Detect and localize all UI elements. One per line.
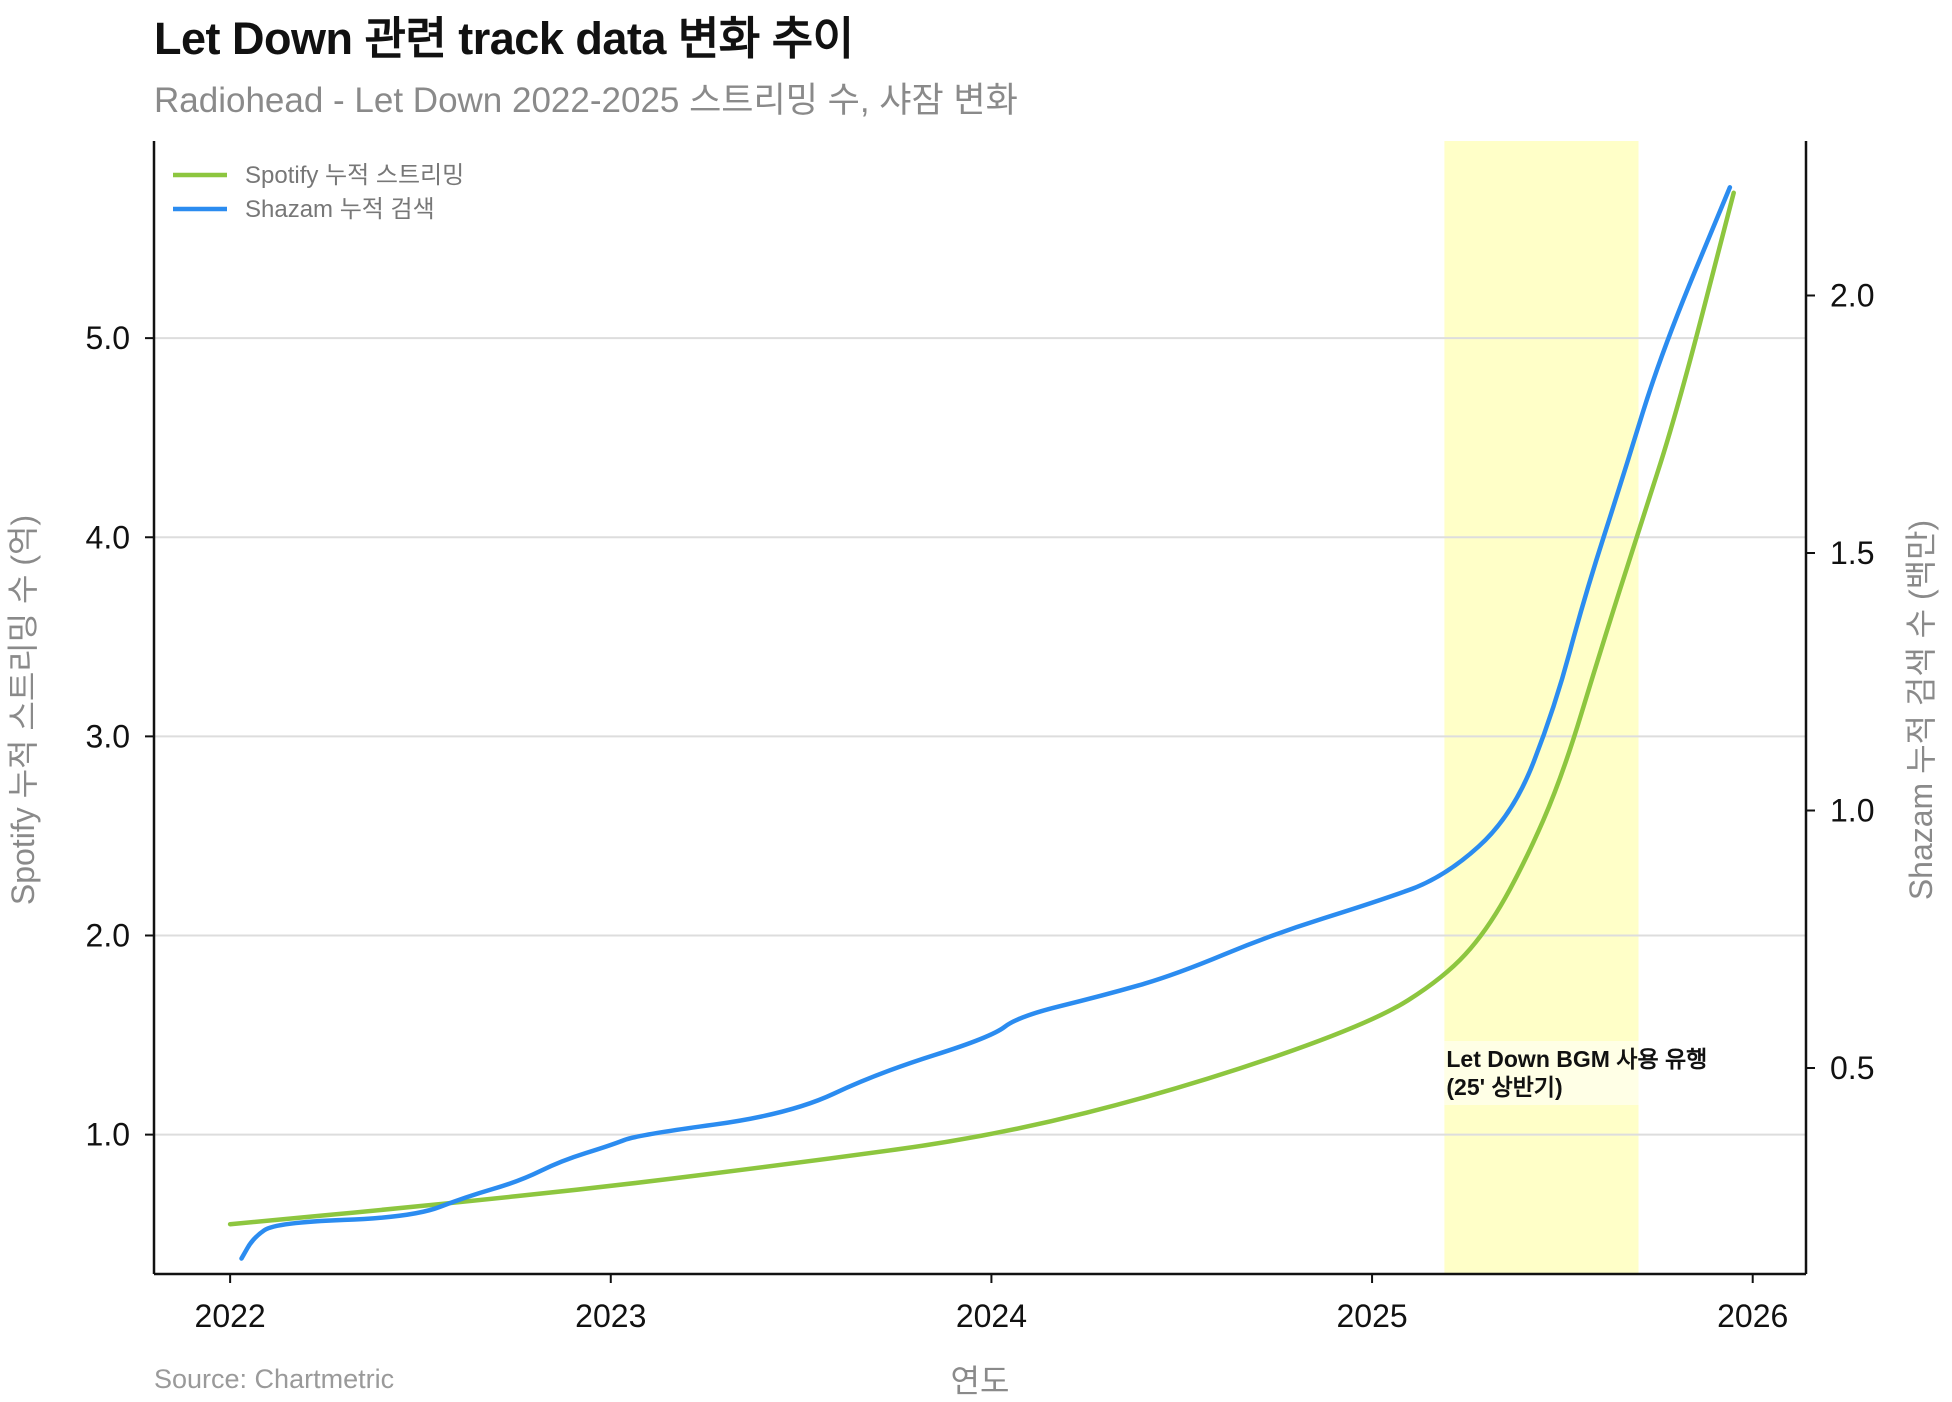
series-line-shazam [239,185,1733,1261]
y-tick-label-left: 1.0 [86,1117,130,1153]
chart-subtitle: Radiohead - Let Down 2022-2025 스트리밍 수, 샤… [154,81,1018,120]
x-tick-label: 2024 [956,1298,1027,1334]
y-tick-label-right: 2.0 [1830,278,1874,314]
legend-label-spotify: Spotify 누적 스트리밍 [245,162,464,189]
x-tick-label: 2023 [575,1298,646,1334]
y-axis-title-left: Spotify 누적 스트리밍 수 (억) [5,515,41,905]
y-tick-label-right: 1.0 [1830,793,1874,829]
x-tick-label: 2026 [1717,1298,1788,1334]
y-tick-label-right: 0.5 [1830,1050,1874,1086]
y-tick-label-left: 5.0 [86,320,130,356]
y-axis-title-right: Shazam 누적 검색 수 (백만) [1903,520,1939,900]
annotation-text: (25' 상반기) [1446,1074,1562,1100]
annotation-text: Let Down BGM 사용 유행 [1446,1046,1707,1072]
x-tick-label: 2025 [1336,1298,1407,1334]
source-note: Source: Chartmetric [154,1364,395,1394]
annotation-box [1444,1041,1725,1106]
x-axis-title: 연도 [951,1363,1010,1399]
chart-title: Let Down 관련 track data 변화 추이 [154,13,854,64]
y-tick-label-left: 4.0 [86,519,130,555]
y-tick-label-right: 1.5 [1830,535,1874,571]
legend-label-shazam: Shazam 누적 검색 [245,196,435,223]
y-tick-label-left: 3.0 [86,718,130,754]
y-tick-label-left: 2.0 [86,917,130,953]
x-tick-label: 2022 [195,1298,266,1334]
series-line-spotify [227,190,1736,1227]
